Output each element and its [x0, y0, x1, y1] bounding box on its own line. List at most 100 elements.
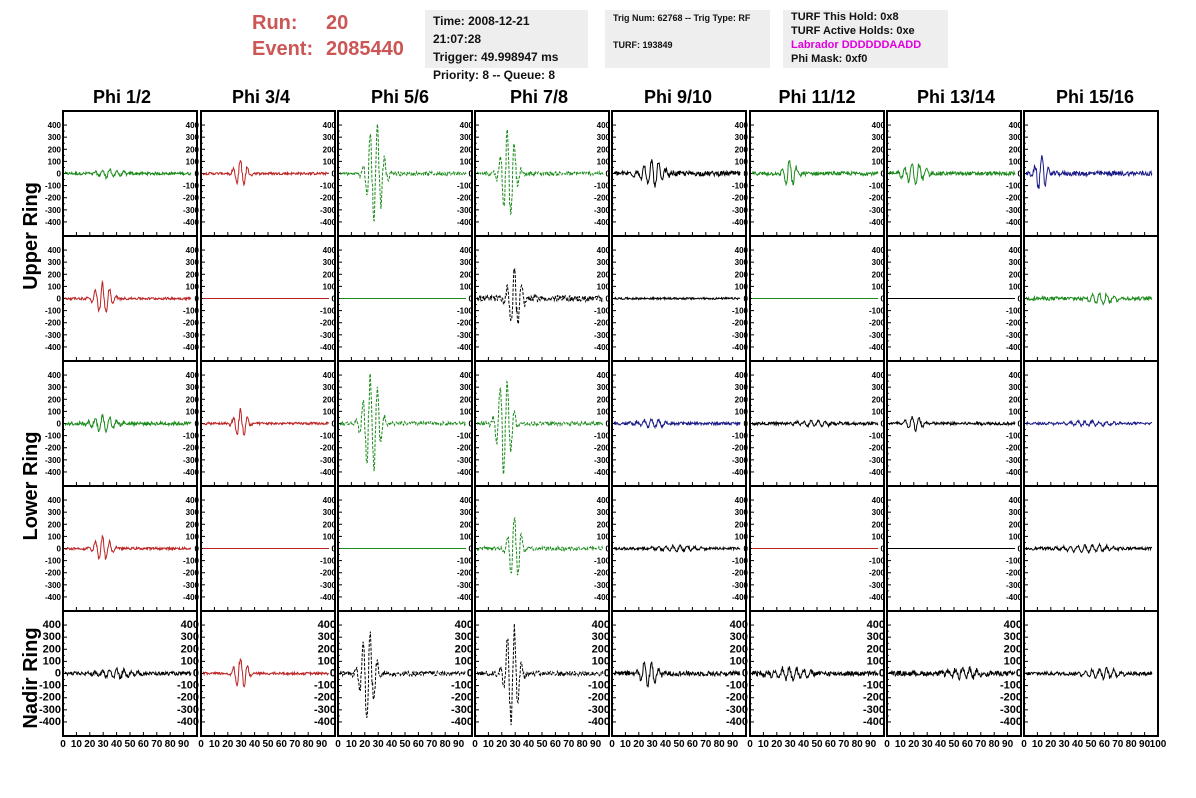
y-tick-label: 0 — [469, 420, 474, 429]
run-label: Run: — [252, 12, 298, 34]
y-tick-label: 400 — [323, 246, 337, 255]
y-tick-label: 200 — [1009, 270, 1023, 279]
y-tick-label: 200 — [460, 270, 474, 279]
y-tick-label: -300 — [457, 331, 474, 340]
y-tick-label: -100 — [45, 182, 62, 191]
y-tick-label: -400 — [869, 343, 886, 352]
y-tick-label: -300 — [594, 456, 611, 465]
y-tick-label: 300 — [1009, 383, 1023, 392]
column-header-phi-1-2: Phi 1/2 — [92, 87, 152, 107]
y-tick-label: 200 — [48, 395, 62, 404]
y-tick-label: 100 — [867, 655, 885, 667]
y-tick-label: 100 — [872, 157, 886, 166]
y-tick-label: 400 — [872, 371, 886, 380]
y-tick-label: -200 — [869, 194, 886, 203]
y-tick-label: 200 — [597, 520, 611, 529]
y-tick-label: 400 — [872, 121, 886, 130]
y-tick-label: 400 — [43, 619, 61, 631]
x-tick-label: 20 — [222, 739, 234, 750]
y-tick-label: 400 — [872, 496, 886, 505]
waveform-trace — [613, 296, 741, 302]
y-tick-label: 400 — [1009, 121, 1023, 130]
y-tick-label: 100 — [597, 407, 611, 416]
y-tick-label: -300 — [314, 704, 336, 716]
x-tick-label: 60 — [1099, 739, 1111, 750]
y-tick-label: 0 — [742, 668, 748, 680]
y-tick-label: 400 — [48, 496, 62, 505]
y-tick-label: 300 — [872, 133, 886, 142]
y-tick-label: -300 — [183, 206, 200, 215]
x-tick-label: 10 — [620, 739, 632, 750]
x-tick-label: 90 — [316, 739, 328, 750]
x-tick-label: 0 — [609, 739, 615, 750]
y-tick-label: 0 — [881, 170, 886, 179]
x-tick-label: 70 — [1112, 739, 1124, 750]
y-tick-label: -100 — [869, 182, 886, 191]
waveform-trace — [888, 162, 1016, 186]
y-tick-label: -300 — [451, 704, 473, 716]
y-tick-label: 300 — [1009, 258, 1023, 267]
y-tick-label: 400 — [460, 246, 474, 255]
y-tick-label: -300 — [320, 206, 337, 215]
y-tick-label: -200 — [732, 194, 749, 203]
y-tick-label: -100 — [594, 557, 611, 566]
waveform-trace — [476, 268, 604, 325]
y-tick-label: -400 — [732, 468, 749, 477]
y-tick-label: 300 — [597, 133, 611, 142]
y-tick-label: 300 — [323, 383, 337, 392]
x-tick-label: 50 — [811, 739, 823, 750]
waveform-trace — [1025, 666, 1153, 682]
y-tick-label: -400 — [177, 716, 199, 728]
y-tick-label: 200 — [1009, 395, 1023, 404]
x-tick-label: 70 — [700, 739, 712, 750]
y-tick-label: -300 — [732, 331, 749, 340]
x-tick-label: 80 — [440, 739, 452, 750]
y-tick-label: -300 — [726, 704, 748, 716]
y-tick-label: 400 — [1009, 496, 1023, 505]
y-tick-label: -300 — [45, 331, 62, 340]
y-tick-label: 0 — [332, 545, 337, 554]
y-tick-label: 400 — [735, 496, 749, 505]
y-tick-label: 300 — [186, 383, 200, 392]
y-tick-label: 0 — [467, 668, 473, 680]
y-tick-label: -200 — [594, 319, 611, 328]
time-text: Time: 2008-12-21 21:07:28 — [433, 14, 530, 46]
y-tick-label: 200 — [735, 145, 749, 154]
y-tick-label: 0 — [744, 420, 749, 429]
y-tick-label: 0 — [606, 420, 611, 429]
x-tick-label: 10 — [895, 739, 907, 750]
y-tick-label: -100 — [588, 680, 610, 692]
y-tick-label: 400 — [1004, 619, 1022, 631]
y-tick-label: -300 — [320, 581, 337, 590]
y-tick-label: -300 — [39, 704, 61, 716]
y-tick-label: 400 — [597, 496, 611, 505]
y-tick-label: -100 — [39, 680, 61, 692]
waveform-trace — [202, 657, 330, 688]
y-tick-label: -300 — [594, 206, 611, 215]
y-tick-label: -300 — [320, 456, 337, 465]
y-tick-label: 100 — [597, 532, 611, 541]
turf-info-box: TURF This Hold: 0x8 TURF Active Holds: 0… — [783, 10, 948, 68]
run-row: Run: 20 — [252, 10, 404, 36]
y-tick-label: 100 — [1004, 655, 1022, 667]
y-tick-label: 200 — [1004, 643, 1022, 655]
y-tick-label: -400 — [588, 716, 610, 728]
y-tick-label: -100 — [869, 307, 886, 316]
x-tick-label: 40 — [111, 739, 123, 750]
y-tick-label: -100 — [594, 432, 611, 441]
turf-active-holds-text: TURF Active Holds: 0xe — [791, 25, 915, 37]
column-header-phi-13-14: Phi 13/14 — [916, 87, 996, 107]
y-tick-label: -200 — [457, 569, 474, 578]
y-tick-label: -100 — [732, 557, 749, 566]
y-tick-label: -400 — [45, 468, 62, 477]
y-tick-label: 0 — [57, 295, 62, 304]
y-tick-label: -300 — [1000, 704, 1022, 716]
y-tick-label: -100 — [45, 432, 62, 441]
column-header-phi-3-4: Phi 3/4 — [231, 87, 291, 107]
y-tick-label: 100 — [1009, 157, 1023, 166]
waveform-trace — [1025, 418, 1152, 428]
x-tick-label: 50 — [1085, 739, 1097, 750]
y-tick-label: -200 — [320, 194, 337, 203]
y-tick-label: -200 — [457, 444, 474, 453]
y-tick-label: 100 — [592, 655, 610, 667]
